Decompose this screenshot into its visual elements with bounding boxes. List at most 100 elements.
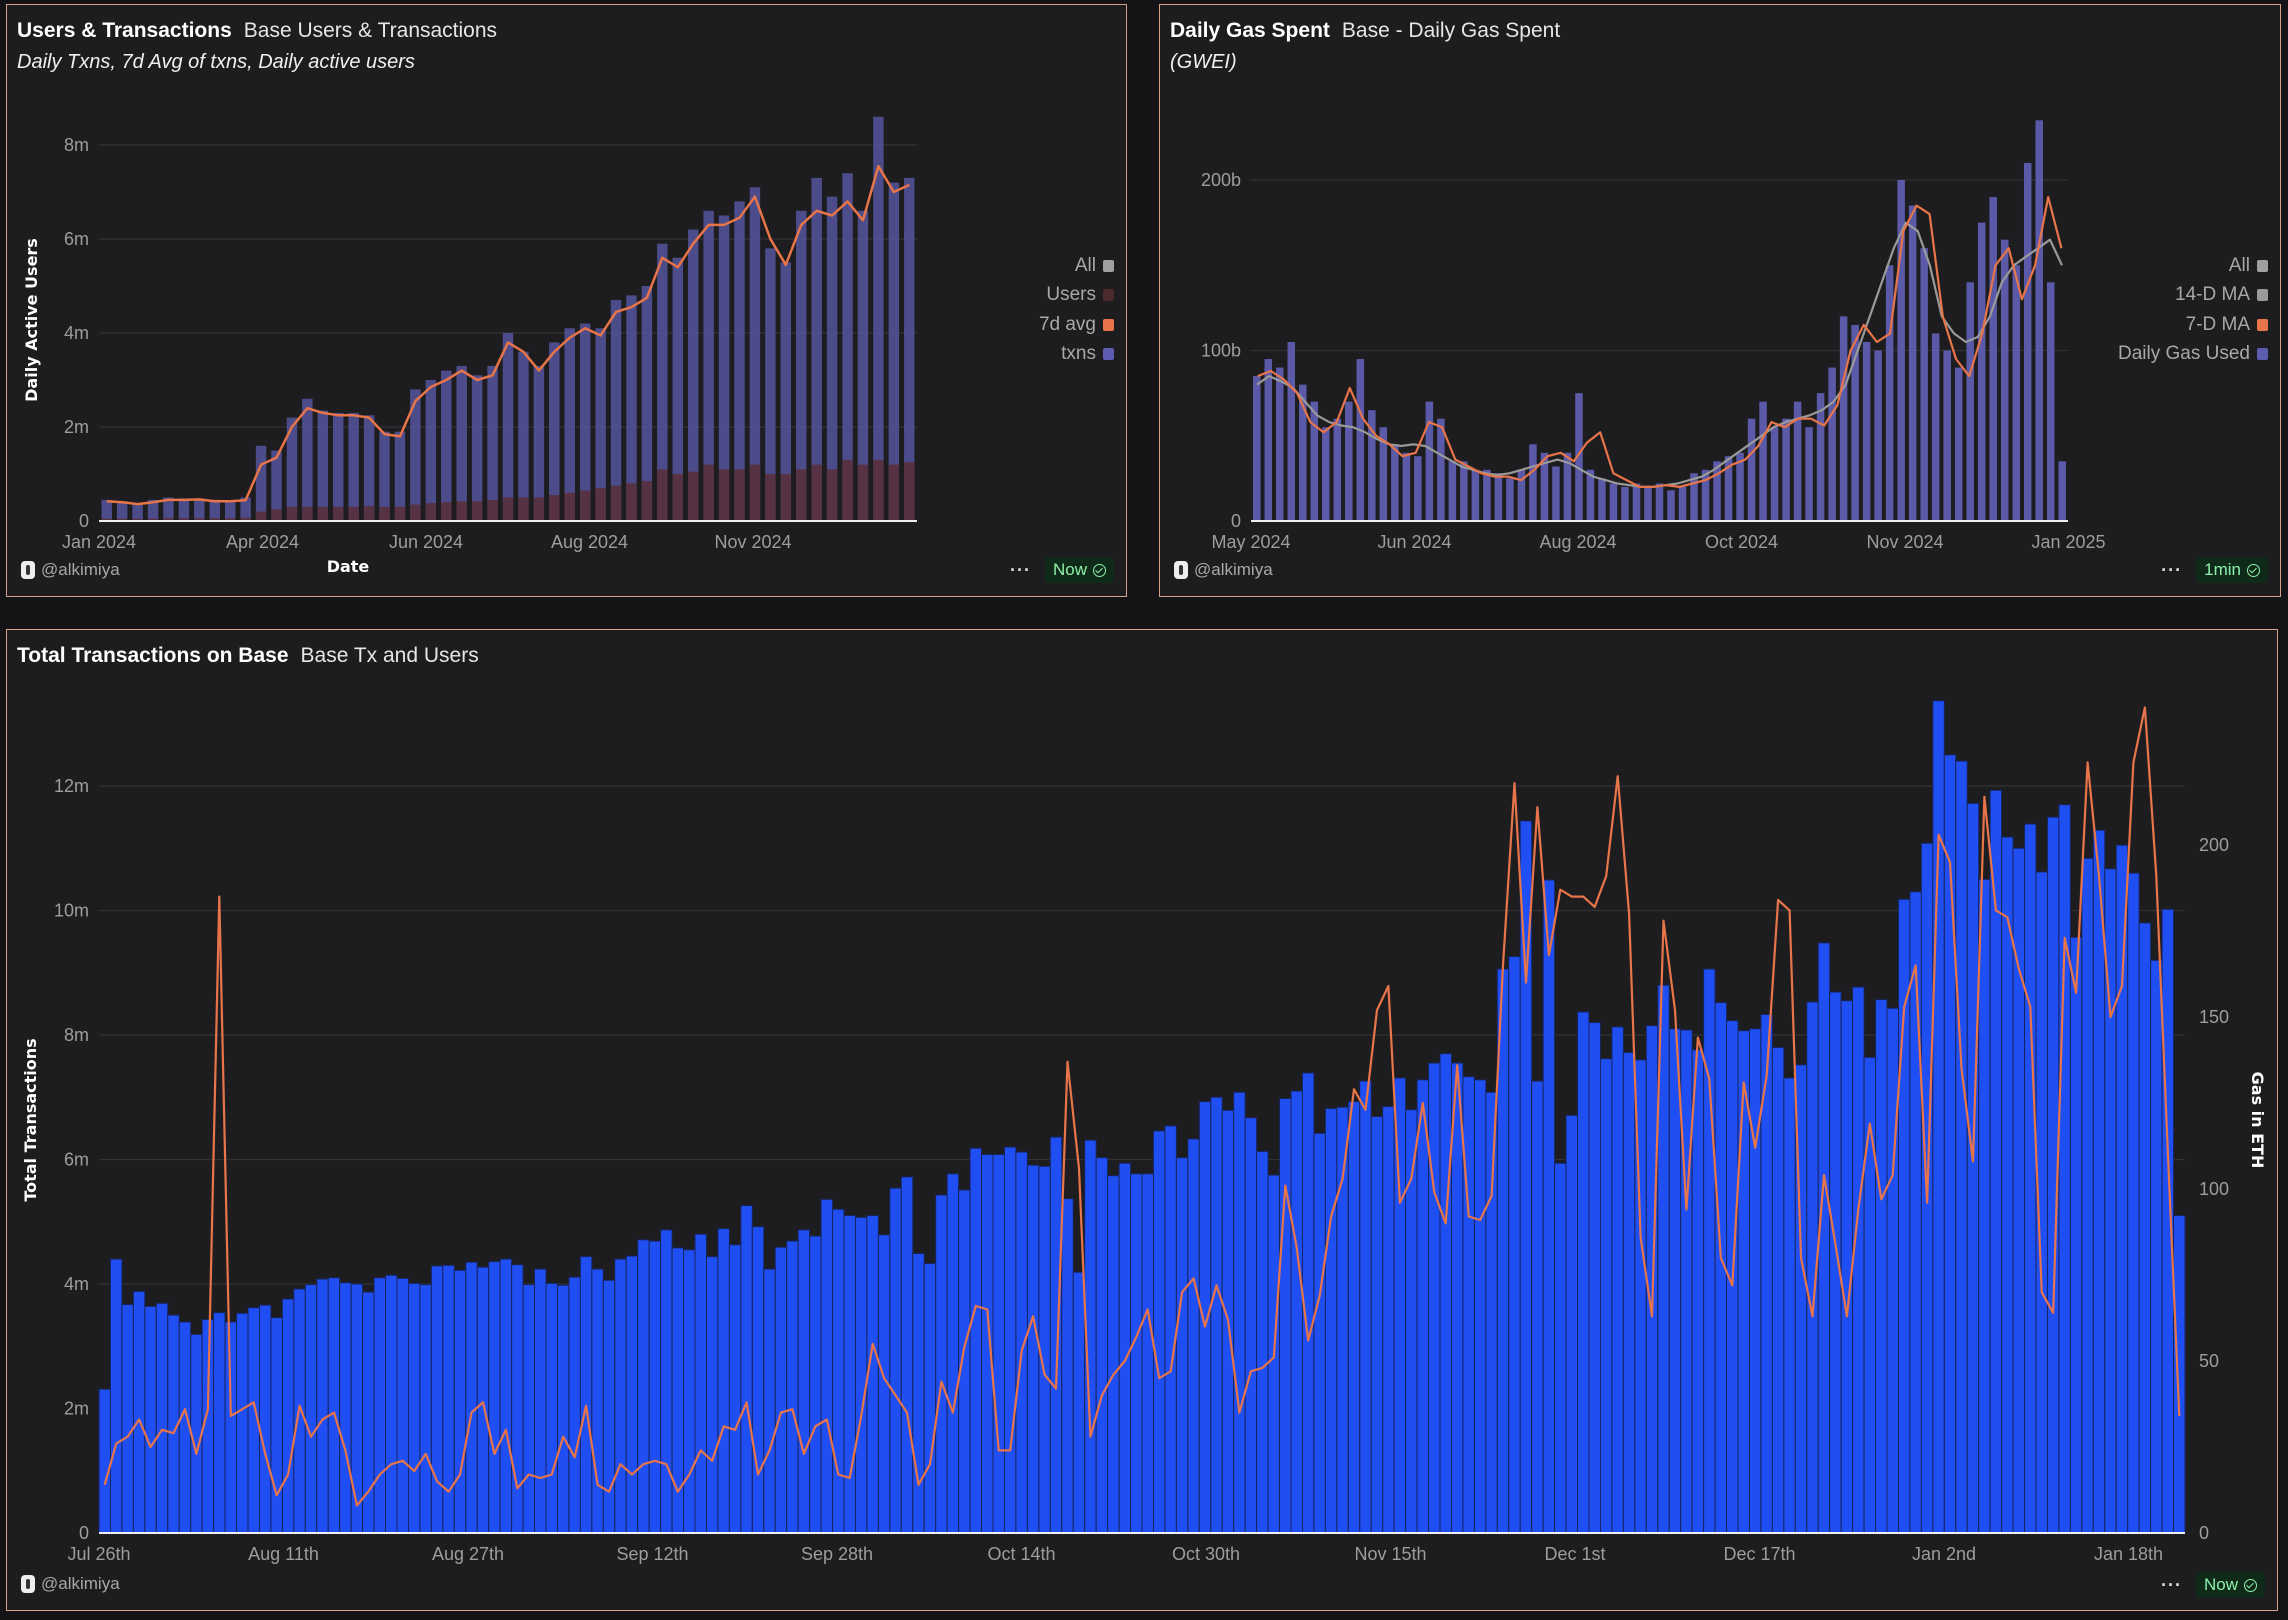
bar-total-transactions-m- bbox=[912, 1252, 925, 1534]
bar-users bbox=[456, 501, 467, 521]
bar-total-transactions-m- bbox=[1611, 1026, 1624, 1534]
bar-total-transactions-m- bbox=[442, 1264, 455, 1534]
bar-daily-gas-used bbox=[1713, 461, 1721, 521]
bar-daily-gas-used bbox=[1425, 401, 1434, 521]
legend-swatch bbox=[1103, 289, 1114, 302]
bar-total-transactions-m- bbox=[1565, 1114, 1579, 1534]
bar-users bbox=[224, 518, 236, 521]
bar-total-transactions-m- bbox=[1531, 1080, 1544, 1534]
bar-txns bbox=[549, 342, 560, 521]
bar-total-transactions-m- bbox=[476, 1266, 490, 1534]
bar-daily-gas-used bbox=[1747, 418, 1756, 521]
legend-item-14-d-ma[interactable]: 14-D MA bbox=[2118, 281, 2268, 311]
chart-subtitle: Base - Daily Gas Spent bbox=[1341, 19, 1561, 42]
bar-users bbox=[178, 518, 190, 521]
bar-total-transactions-m- bbox=[511, 1264, 524, 1534]
legend-item-all[interactable]: All bbox=[1039, 251, 1114, 281]
panel-title: Total Transactions on Base Base Tx and Us… bbox=[17, 644, 479, 668]
legend-item-7d-avg[interactable]: 7d avg bbox=[1039, 310, 1114, 340]
bar-daily-gas-used bbox=[1793, 401, 1802, 521]
bar-total-transactions-m- bbox=[1978, 878, 1991, 1534]
author-footer[interactable]: @alkimiya bbox=[1174, 560, 1273, 580]
bar-daily-gas-used bbox=[1667, 490, 1675, 521]
bar-daily-gas-used bbox=[1851, 324, 1859, 521]
chart-title: Daily Gas Spent bbox=[1170, 19, 1330, 42]
bar-total-transactions-m- bbox=[545, 1282, 558, 1534]
bar-total-transactions-m- bbox=[946, 1173, 960, 1534]
bar-txns bbox=[363, 415, 375, 521]
y-tick-label: 12m bbox=[54, 776, 89, 796]
author-footer[interactable]: @alkimiya bbox=[21, 560, 120, 580]
bar-users bbox=[394, 506, 406, 521]
bar-daily-gas-used bbox=[1414, 456, 1422, 521]
legend-label: All bbox=[1074, 254, 1096, 276]
bar-total-transactions-m- bbox=[843, 1215, 856, 1534]
author-name[interactable]: @alkimiya bbox=[41, 560, 120, 579]
bar-total-transactions-m- bbox=[1072, 1271, 1086, 1534]
legend-item-all[interactable]: All bbox=[2118, 251, 2268, 281]
bar-total-transactions-m- bbox=[1049, 1136, 1063, 1534]
y-tick-label: 0 bbox=[79, 1523, 89, 1543]
chart-legend: All 14-D MA 7-D MA Daily Gas Used bbox=[2118, 251, 2268, 369]
more-options-button[interactable]: ··· bbox=[2161, 1574, 2182, 1595]
bar-total-transactions-m- bbox=[958, 1189, 971, 1534]
legend-item-daily-gas-used[interactable]: Daily Gas Used bbox=[2118, 340, 2268, 370]
bar-total-transactions-m- bbox=[499, 1258, 513, 1534]
freshness-badge[interactable]: Now bbox=[2195, 1572, 2265, 1598]
bar-total-transactions-m- bbox=[1599, 1058, 1613, 1534]
bar-daily-gas-used bbox=[1276, 367, 1284, 521]
bar-total-transactions-m- bbox=[465, 1261, 478, 1534]
bar-total-transactions-m- bbox=[98, 1388, 111, 1534]
bar-total-transactions-m- bbox=[144, 1305, 157, 1534]
bar-users bbox=[363, 505, 375, 521]
bar-users bbox=[302, 506, 313, 521]
y-tick-label: 4m bbox=[64, 1274, 89, 1294]
freshness-badge[interactable]: Now bbox=[1044, 557, 1114, 583]
bar-users bbox=[641, 481, 653, 521]
bar-daily-gas-used bbox=[1931, 333, 1940, 521]
bar-total-transactions-m- bbox=[660, 1229, 673, 1534]
bar-total-transactions-m- bbox=[155, 1302, 169, 1534]
bar-total-transactions-m- bbox=[385, 1274, 398, 1534]
check-circle-icon bbox=[2244, 1578, 2257, 1592]
bar-users bbox=[533, 497, 545, 521]
bar-total-transactions-m- bbox=[1118, 1162, 1132, 1534]
author-name[interactable]: @alkimiya bbox=[41, 1574, 120, 1593]
y-tick-label: 0 bbox=[1231, 511, 1241, 531]
bar-users bbox=[811, 464, 822, 521]
bar-daily-gas-used bbox=[1701, 469, 1710, 521]
line-14-d-ma bbox=[1256, 221, 2063, 488]
bar-total-transactions-m- bbox=[534, 1268, 547, 1534]
bar-total-transactions-m- bbox=[591, 1268, 604, 1534]
bar-users bbox=[487, 499, 498, 521]
bar-users bbox=[595, 488, 606, 521]
daily-gas-chart: 0 100b 200b May 2024 Jun 2024 Aug 2024 Oct 202… bbox=[1201, 120, 2106, 552]
legend-item-7-d-ma[interactable]: 7-D MA bbox=[2118, 310, 2268, 340]
bar-users bbox=[564, 492, 575, 521]
bar-daily-gas-used bbox=[1402, 452, 1411, 521]
author-name[interactable]: @alkimiya bbox=[1194, 560, 1273, 579]
bar-daily-gas-used bbox=[1805, 427, 1813, 521]
bar-daily-gas-used bbox=[1782, 418, 1790, 521]
y-tick-label: 8m bbox=[64, 1025, 89, 1045]
bar-users bbox=[116, 518, 128, 521]
bar-users bbox=[873, 459, 884, 521]
bar-total-transactions-m- bbox=[1691, 1049, 1705, 1534]
bar-daily-gas-used bbox=[1828, 367, 1836, 521]
more-options-button[interactable]: ··· bbox=[2161, 559, 2183, 580]
freshness-label: Now bbox=[1052, 560, 1087, 579]
legend-item-users[interactable]: Users bbox=[1039, 281, 1114, 311]
bar-total-transactions-m- bbox=[1439, 1053, 1452, 1534]
freshness-badge[interactable]: 1min bbox=[2196, 557, 2268, 583]
bar-daily-gas-used bbox=[1529, 444, 1537, 521]
bar-daily-gas-used bbox=[1678, 486, 1687, 521]
bar-total-transactions-m- bbox=[2081, 857, 2094, 1534]
more-options-button[interactable]: ··· bbox=[1010, 559, 1031, 580]
panel-title: Daily Gas Spent Base - Daily Gas Spent bbox=[1170, 19, 1560, 43]
bar-total-transactions-m- bbox=[992, 1154, 1005, 1534]
bar-txns bbox=[255, 445, 267, 521]
bar-daily-gas-used bbox=[1885, 265, 1894, 521]
legend-label: 14-D MA bbox=[2175, 284, 2250, 306]
legend-item-txns[interactable]: txns bbox=[1039, 340, 1114, 370]
author-footer[interactable]: @alkimiya bbox=[21, 1574, 120, 1594]
